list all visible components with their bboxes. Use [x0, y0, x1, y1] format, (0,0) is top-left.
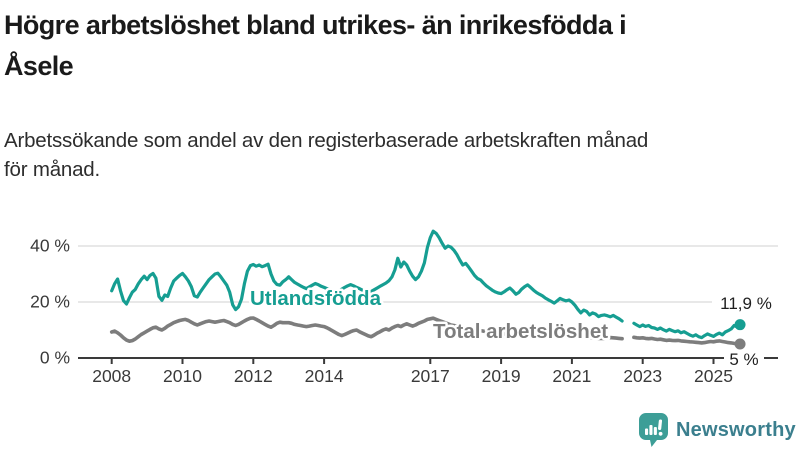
- end-label-bg-1: [712, 290, 778, 312]
- y-tick-label-20: 20 %: [30, 292, 70, 312]
- x-tick-label-2021: 2021: [552, 366, 591, 386]
- chart-subtitle: Arbetssökande som andel av den registerb…: [4, 126, 784, 184]
- x-tick-label-2017: 2017: [411, 366, 450, 386]
- newsworthy-logo-icon: [639, 413, 668, 447]
- x-tick-label-2008: 2008: [92, 366, 131, 386]
- end-dot-total: [734, 338, 746, 350]
- x-tick-label-2023: 2023: [623, 366, 662, 386]
- series-line-utlandsfodda-segment-1: [110, 229, 624, 323]
- x-tick-label-2025: 2025: [694, 366, 733, 386]
- end-value-label-utlandsfodda: 11,9 %: [720, 294, 772, 313]
- end-label-bg-2: [724, 348, 764, 368]
- speech-bubble-shape: [639, 413, 668, 447]
- series-line-total-segment-1: [109, 316, 624, 343]
- x-tick-label-2014: 2014: [305, 366, 344, 386]
- chart-subtitle-line-1: Arbetssökande som andel av den registerb…: [4, 129, 649, 152]
- chart-title-line-2: Åsele: [4, 51, 74, 81]
- x-tick-label-2012: 2012: [234, 366, 273, 386]
- chart-title-line-1: Högre arbetslöshet bland utrikes- än inr…: [4, 10, 627, 40]
- series-line-utlandsfodda-segment-2: [632, 321, 742, 340]
- bar-3: [653, 427, 657, 435]
- brand-name: Newsworthy: [676, 418, 796, 441]
- y-tick-label-0: 0 %: [40, 348, 70, 368]
- bar-1: [645, 428, 649, 435]
- brand-footer: Newsworthy: [638, 413, 798, 447]
- chart-title: Högre arbetslöshet bland utrikes- än inr…: [4, 5, 794, 87]
- x-tick-label-2019: 2019: [482, 366, 521, 386]
- series-label-total: Total arbetslöshet: [433, 320, 608, 343]
- exclamation-dot: [658, 431, 663, 436]
- x-tick-label-2010: 2010: [163, 366, 202, 386]
- line-chart: 2008 2010 2012 2014 2017 2019 2021 2023 2025 0 % 2…: [30, 229, 778, 386]
- series-label-utlandsfodda: Utlandsfödda: [250, 287, 382, 310]
- series-line-total-segment-2: [632, 335, 742, 346]
- bar-2: [649, 425, 653, 435]
- exclamation-bar: [658, 419, 663, 431]
- end-dot-utlandsfodda: [734, 319, 746, 331]
- chart-subtitle-line-2: för månad.: [4, 158, 100, 181]
- end-value-label-total: 5 %: [729, 350, 758, 369]
- y-tick-label-40: 40 %: [30, 236, 70, 256]
